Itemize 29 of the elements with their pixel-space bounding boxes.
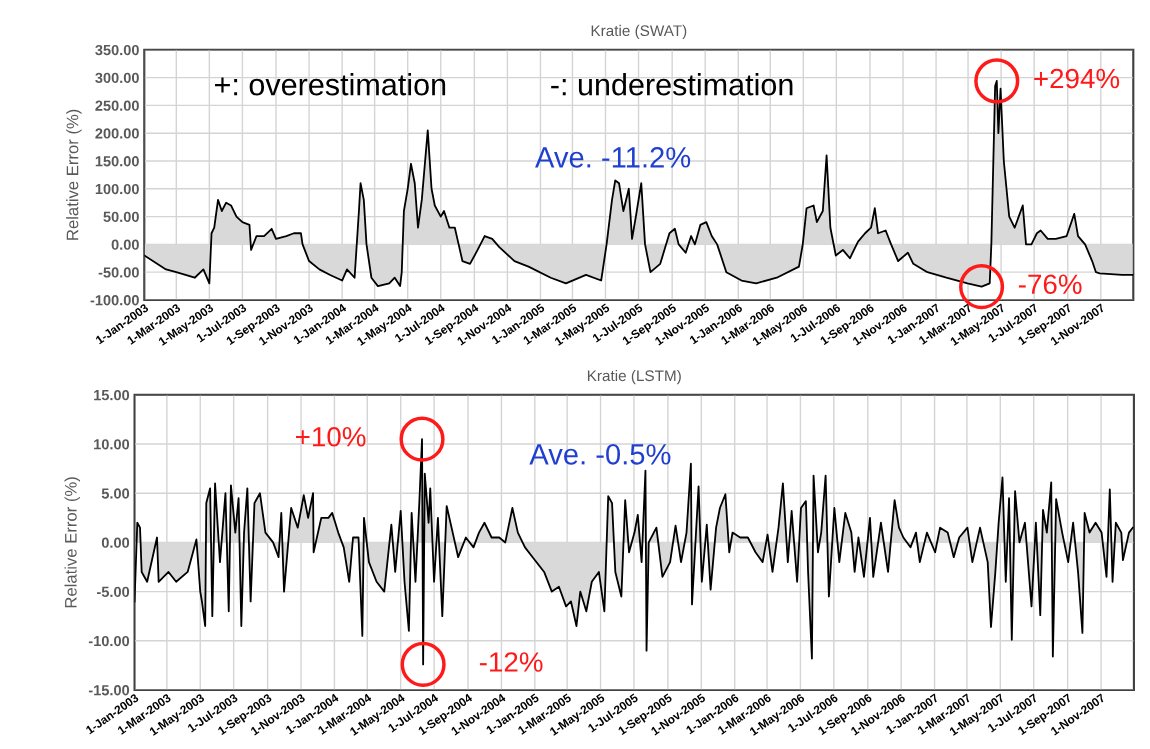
y-tick-label: 15.00 — [94, 389, 130, 401]
chart-title: Kratie (LSTM) — [587, 369, 681, 385]
y-axis-title: Relative Error (%) — [66, 109, 82, 240]
y-tick-label: -100.00 — [90, 295, 139, 306]
y-tick-label: 300.00 — [95, 72, 139, 84]
y-tick-label: -15.00 — [88, 685, 130, 696]
y-tick-label: 100.00 — [95, 183, 139, 195]
annotation: Ave. -0.5% — [529, 444, 671, 465]
y-axis-title: Relative Error (%) — [64, 477, 80, 608]
annotation: +: overestimation — [215, 73, 446, 96]
y-tick-label: -10.00 — [88, 635, 130, 647]
annotation: +10% — [296, 426, 366, 447]
y-tick-label: 0.00 — [111, 239, 139, 250]
y-tick-label: 250.00 — [95, 100, 139, 111]
chart-title: Kratie (SWAT) — [591, 24, 687, 40]
annotation: Ave. -11.2% — [535, 147, 691, 168]
y-tick-label: 0.00 — [101, 537, 130, 548]
annotation: -12% — [479, 652, 543, 672]
y-tick-label: 200.00 — [95, 128, 139, 139]
y-tick-label: 350.00 — [95, 44, 139, 56]
y-tick-label: 5.00 — [101, 488, 130, 499]
y-tick-label: 150.00 — [95, 156, 139, 167]
annotation: +294% — [1034, 68, 1120, 89]
y-tick-label: -5.00 — [97, 586, 130, 598]
annotation: -76% — [1018, 274, 1082, 295]
y-tick-label: 10.00 — [94, 439, 130, 450]
y-tick-label: -50.00 — [98, 267, 139, 278]
y-tick-label: 50.00 — [103, 211, 139, 223]
annotation: -: underestimation — [551, 73, 793, 96]
